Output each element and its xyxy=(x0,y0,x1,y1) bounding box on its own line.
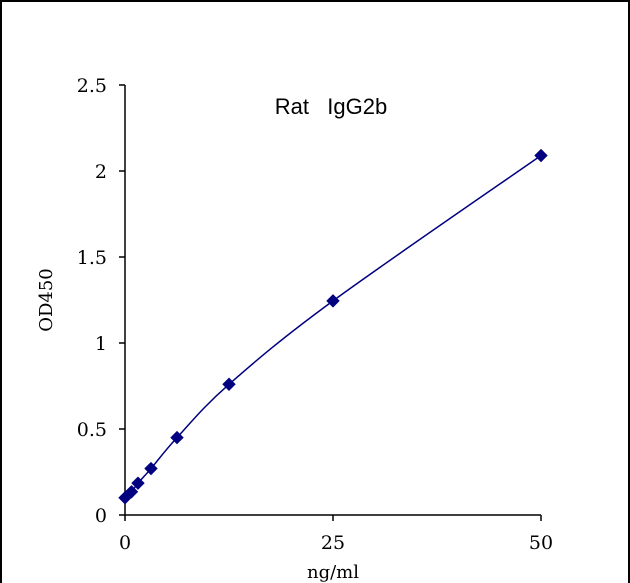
y-axis: 0 0.5 1 1.5 2 2.5 xyxy=(77,75,126,527)
x-tick-label: 50 xyxy=(529,532,553,554)
x-tick-label: 25 xyxy=(321,532,345,554)
data-point-marker xyxy=(326,294,340,308)
data-point-marker xyxy=(144,461,158,476)
x-axis: 0 25 50 xyxy=(119,514,553,554)
y-tick-label: 1 xyxy=(95,333,107,355)
data-point-marker xyxy=(534,148,548,163)
y-tick-label: 2.5 xyxy=(77,75,107,97)
data-point-marker xyxy=(170,430,184,445)
x-tick-label: 0 xyxy=(119,532,131,554)
data-point-marker xyxy=(131,476,145,490)
y-axis-title: OD450 xyxy=(36,268,57,332)
chart-title: Rat IgG2b xyxy=(275,94,388,119)
data-point-marker xyxy=(222,377,236,391)
y-tick-label: 1.5 xyxy=(77,247,107,269)
x-axis-title: ng/ml xyxy=(307,562,359,583)
y-tick-label: 2 xyxy=(95,161,107,183)
y-tick-label: 0 xyxy=(95,505,107,527)
data-series xyxy=(118,148,548,505)
data-point-marker xyxy=(124,485,139,499)
y-tick-label: 0.5 xyxy=(77,419,107,441)
